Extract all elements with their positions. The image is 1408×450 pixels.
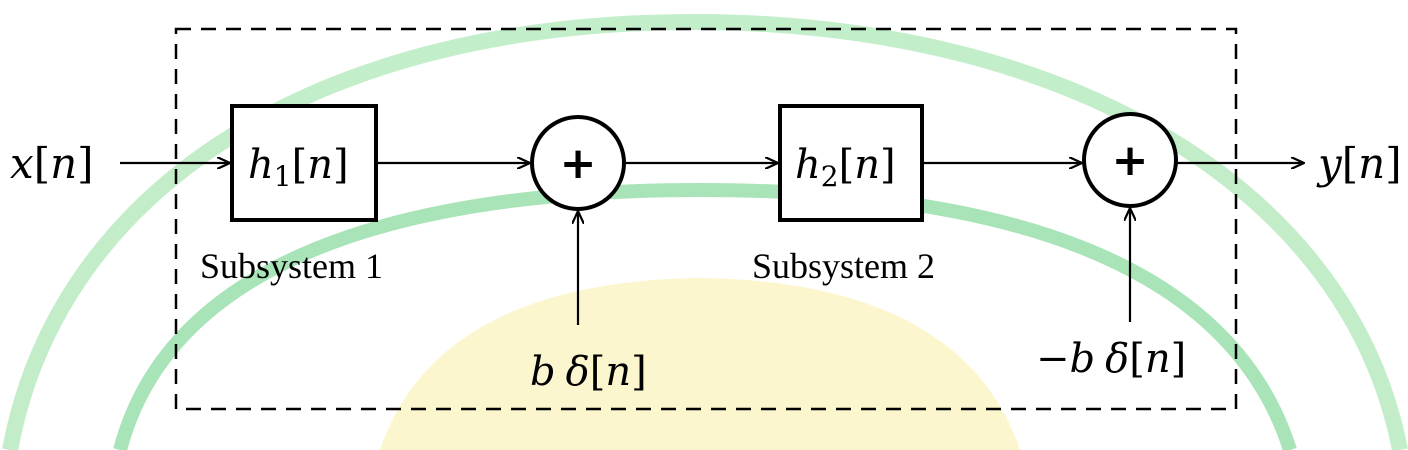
input-label: x[n] <box>10 139 94 188</box>
output-label: y[n] <box>1316 139 1402 188</box>
watermark-logo <box>2 13 1408 450</box>
subsystem-1-caption: Subsystem 1 <box>200 246 383 286</box>
adder-2-input-label: −b δ[n] <box>1036 336 1186 382</box>
adder-2 <box>1082 112 1178 208</box>
watermark-outer-ring <box>2 13 1408 450</box>
subsystem-2-label: h2[n] <box>795 142 896 193</box>
adder-2-plus: + <box>1112 135 1149 186</box>
subsystem-2-caption: Subsystem 2 <box>752 246 935 286</box>
system-boundary <box>174 27 1238 411</box>
subsystem-1-block <box>230 104 378 222</box>
subsystem-1-label: h1[n] <box>248 142 349 193</box>
adder-1-plus: + <box>560 138 597 189</box>
adder-1-input-label: b δ[n] <box>530 349 647 395</box>
watermark-inner-ring <box>113 182 1297 450</box>
watermark-center-sun <box>380 278 1020 450</box>
